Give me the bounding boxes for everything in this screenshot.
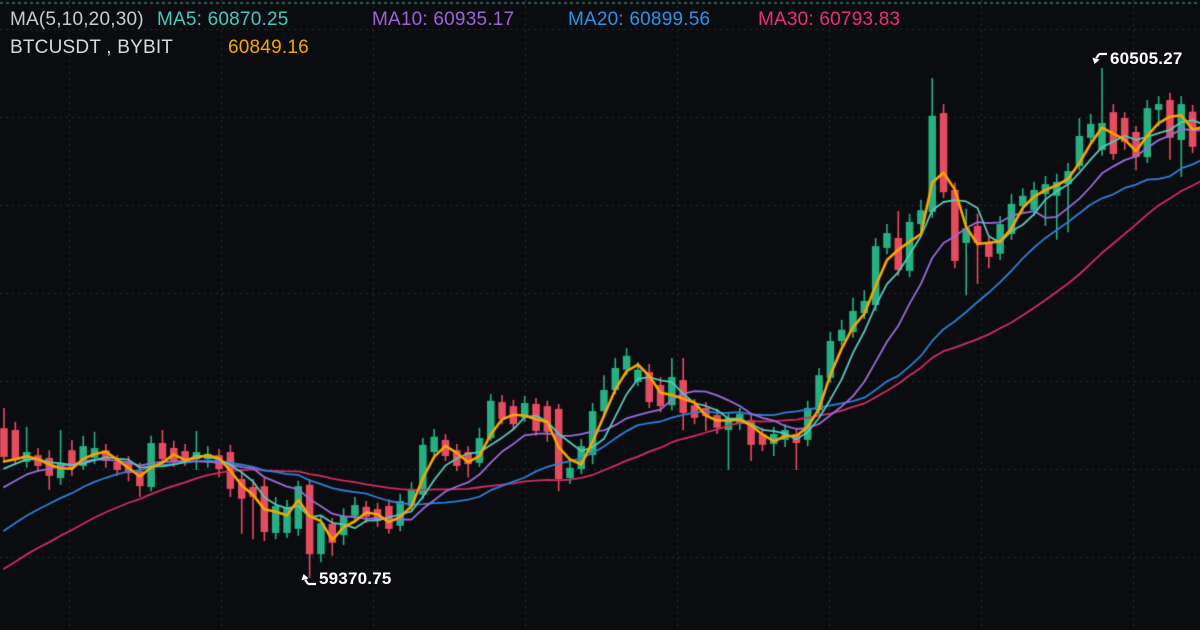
high-price-value: 60505.27 <box>1110 49 1183 68</box>
high-price-annotation: 60505.27 <box>1090 49 1183 69</box>
last-price-label: 60849.16 <box>228 37 309 58</box>
low-price-annotation: 59370.75 <box>299 569 392 589</box>
low-price-value: 59370.75 <box>319 569 392 588</box>
symbol-exchange-label: BTCUSDT , BYBIT <box>10 37 174 58</box>
arrow-down-left-icon <box>1092 52 1107 64</box>
ma20-value-label: MA20: 60899.56 <box>568 9 711 30</box>
ma30-value-label: MA30: 60793.83 <box>758 9 901 30</box>
arrow-up-left-icon <box>301 574 316 586</box>
ma5-value-label: MA5: 60870.25 <box>157 9 289 30</box>
ma10-value-label: MA10: 60935.17 <box>372 9 515 30</box>
ma-settings-label: MA(5,10,20,30) <box>10 9 144 30</box>
